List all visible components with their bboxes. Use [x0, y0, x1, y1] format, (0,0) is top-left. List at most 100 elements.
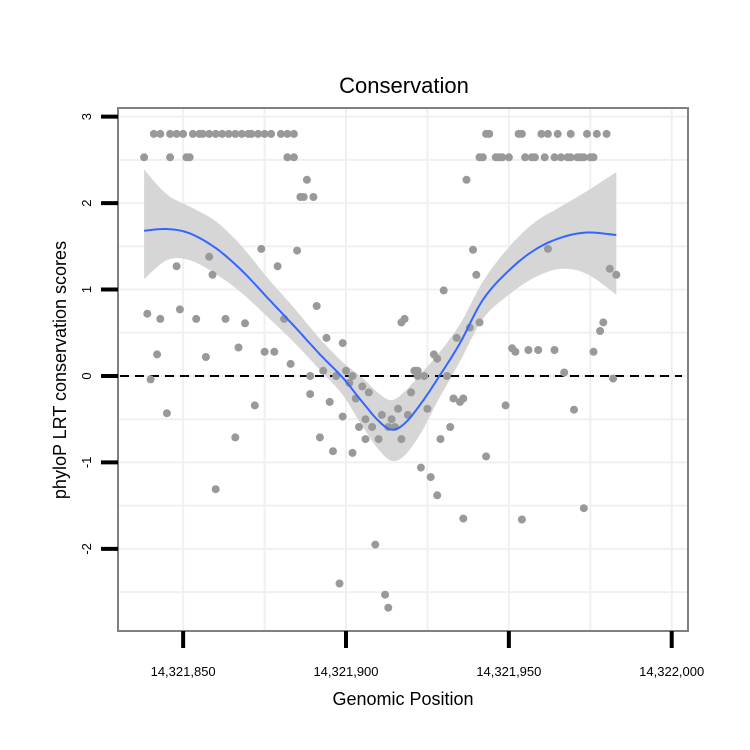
data-point — [381, 590, 390, 599]
data-point — [592, 129, 601, 138]
data-point — [302, 175, 311, 184]
data-point — [530, 153, 539, 162]
data-point — [511, 347, 520, 356]
data-point — [345, 378, 354, 387]
data-point — [433, 354, 442, 363]
data-point — [517, 129, 526, 138]
data-point — [543, 129, 552, 138]
data-point — [286, 359, 295, 368]
data-point — [211, 129, 220, 138]
data-point — [260, 129, 269, 138]
data-point — [267, 129, 276, 138]
data-point — [338, 412, 347, 421]
data-point — [543, 244, 552, 253]
data-point — [452, 333, 461, 342]
data-point — [329, 447, 337, 456]
y-tick-label: -2 — [79, 543, 94, 555]
x-tick-label: 14,321,850 — [151, 664, 216, 679]
y-axis: -2 -1 0 1 2 3 — [79, 113, 118, 555]
data-point — [589, 153, 598, 162]
data-point — [149, 129, 158, 138]
data-point — [198, 129, 207, 138]
data-point — [553, 129, 562, 138]
data-point — [358, 382, 367, 391]
data-point — [335, 579, 344, 588]
data-point — [469, 245, 477, 254]
data-point — [270, 347, 279, 356]
data-point — [557, 153, 565, 162]
data-point — [602, 129, 611, 138]
y-tick-label: 1 — [79, 286, 94, 293]
data-point — [501, 401, 510, 410]
data-point — [599, 318, 608, 327]
data-point — [175, 305, 184, 314]
x-tick-label: 14,322,000 — [639, 664, 704, 679]
x-axis-label: Genomic Position — [332, 689, 473, 709]
data-point — [289, 153, 298, 162]
data-point — [166, 129, 175, 138]
y-tick-label: -1 — [79, 457, 94, 469]
data-point — [306, 390, 315, 399]
data-point — [260, 347, 269, 356]
data-point — [172, 129, 181, 138]
data-point — [166, 153, 175, 162]
data-point — [459, 514, 468, 523]
data-point — [475, 318, 484, 327]
data-point — [534, 346, 543, 354]
data-point — [560, 368, 569, 377]
data-point — [407, 388, 416, 397]
smooth-fit-line — [143, 228, 617, 431]
data-point — [498, 153, 507, 162]
data-point — [374, 435, 383, 444]
data-point — [231, 129, 240, 138]
data-point — [566, 153, 575, 162]
data-point — [400, 314, 409, 323]
data-point — [504, 153, 513, 162]
data-point — [283, 153, 292, 162]
data-point — [254, 129, 263, 138]
data-point — [364, 388, 373, 397]
data-point — [322, 333, 331, 342]
data-point — [524, 346, 533, 354]
data-point — [289, 129, 298, 138]
data-point — [299, 193, 308, 201]
data-point — [449, 394, 458, 403]
x-tick-label: 14,321,900 — [313, 664, 378, 679]
x-tick-label: 14,321,950 — [476, 664, 541, 679]
data-point — [247, 129, 256, 138]
data-point — [394, 404, 403, 413]
data-point — [338, 339, 347, 348]
data-point — [443, 372, 451, 380]
data-point — [387, 415, 396, 424]
x-axis: 14,321,850 14,321,900 14,321,950 14,322,000 — [151, 631, 704, 679]
data-point — [609, 374, 618, 383]
data-point — [156, 129, 165, 138]
data-point — [306, 372, 315, 380]
data-point — [423, 404, 432, 413]
data-point — [315, 433, 324, 442]
y-axis-label: phyloP LRT conservation scores — [50, 241, 70, 499]
data-point — [309, 193, 318, 201]
y-tick-label: 0 — [79, 372, 94, 379]
data-point — [218, 129, 227, 138]
data-point — [224, 129, 233, 138]
data-point — [420, 372, 429, 380]
data-point — [605, 264, 614, 273]
data-point — [566, 129, 575, 138]
data-point — [596, 327, 605, 335]
data-point — [237, 129, 246, 138]
data-point — [192, 314, 201, 323]
data-point — [241, 319, 249, 328]
data-point — [612, 270, 621, 279]
data-point — [482, 452, 491, 461]
data-point — [312, 302, 321, 310]
data-point — [162, 409, 171, 418]
data-point — [276, 129, 285, 138]
data-point — [348, 372, 357, 380]
data-point — [143, 309, 152, 318]
data-point — [485, 129, 494, 138]
data-point — [283, 129, 292, 138]
data-point — [172, 262, 181, 271]
data-point — [156, 314, 165, 323]
